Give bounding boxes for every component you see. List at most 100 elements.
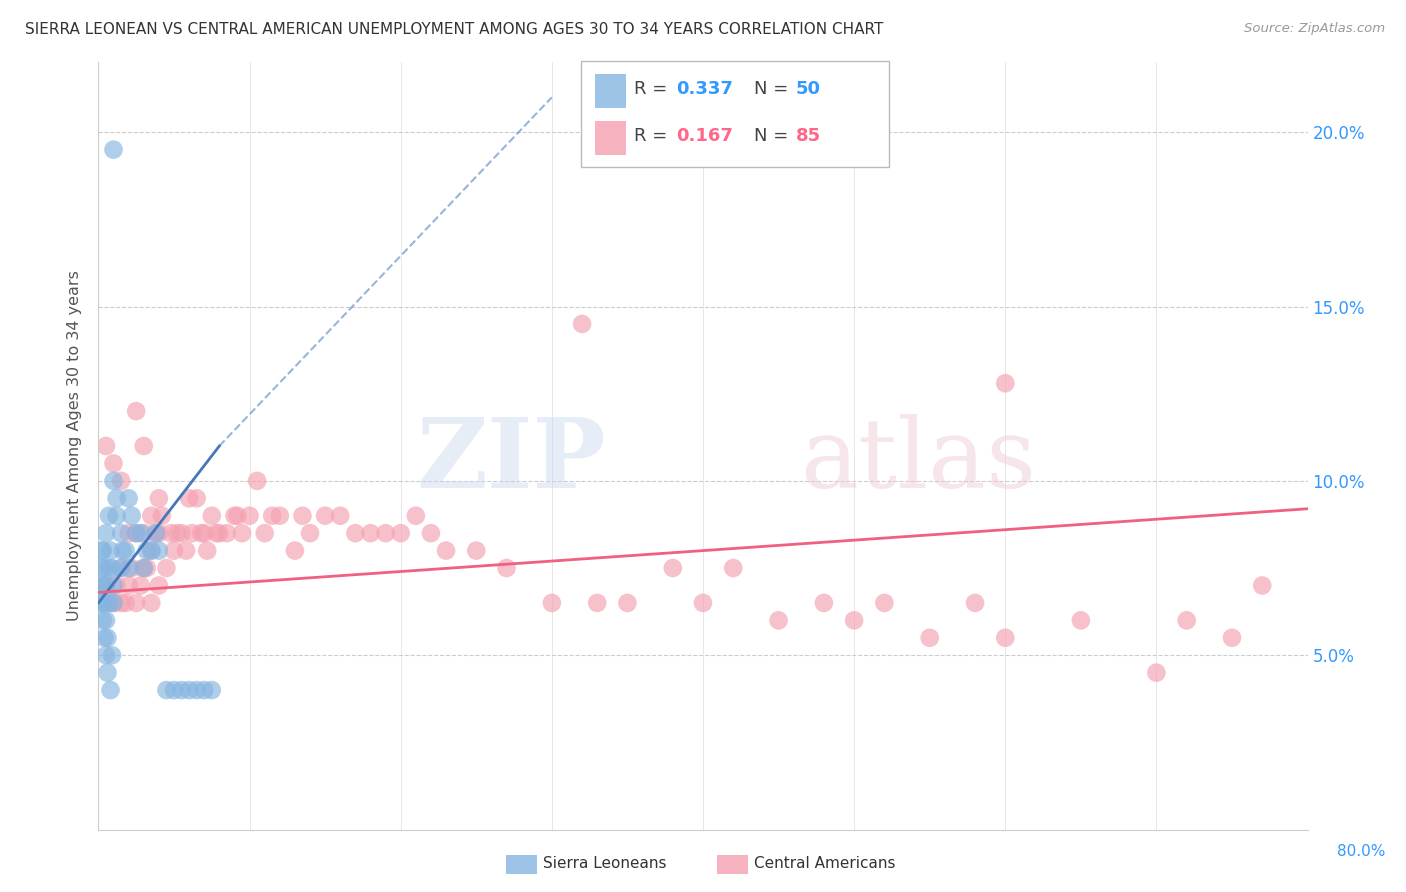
Text: 0.167: 0.167 — [676, 128, 733, 145]
Point — [205, 526, 228, 541]
Point — [94, 526, 117, 541]
Point — [918, 631, 941, 645]
Point — [129, 578, 152, 592]
Point — [111, 543, 134, 558]
Point — [91, 596, 114, 610]
Text: SIERRA LEONEAN VS CENTRAL AMERICAN UNEMPLOYMENT AMONG AGES 30 TO 34 YEARS CORREL: SIERRA LEONEAN VS CENTRAL AMERICAN UNEMP… — [25, 22, 884, 37]
Point — [269, 508, 291, 523]
Point — [103, 578, 125, 592]
Point — [389, 526, 412, 541]
Point — [374, 526, 396, 541]
Text: Sierra Leoneans: Sierra Leoneans — [543, 856, 666, 871]
Point — [420, 526, 443, 541]
Point — [91, 543, 114, 558]
Point — [118, 491, 141, 506]
Point — [314, 508, 336, 523]
Point — [160, 526, 183, 541]
Point — [813, 596, 835, 610]
Point — [94, 439, 117, 453]
Text: Central Americans: Central Americans — [754, 856, 896, 871]
Text: 80.0%: 80.0% — [1337, 845, 1385, 859]
Point — [586, 596, 609, 610]
Point — [98, 596, 121, 610]
Point — [93, 631, 115, 645]
Point — [434, 543, 457, 558]
Y-axis label: Unemployment Among Ages 30 to 34 years: Unemployment Among Ages 30 to 34 years — [67, 270, 83, 622]
Point — [103, 457, 125, 471]
Text: ZIP: ZIP — [416, 415, 606, 508]
Point — [110, 526, 132, 541]
Point — [141, 543, 163, 558]
Point — [723, 561, 745, 575]
Point — [179, 683, 201, 698]
Point — [94, 578, 117, 592]
Point — [661, 561, 683, 575]
Point — [166, 526, 188, 541]
Point — [118, 578, 141, 592]
Point — [186, 491, 208, 506]
Point — [145, 526, 167, 541]
Text: N =: N = — [754, 80, 793, 98]
Point — [135, 561, 157, 575]
Point — [226, 508, 249, 523]
Point — [132, 526, 155, 541]
Point — [186, 683, 208, 698]
Text: N =: N = — [754, 128, 793, 145]
Point — [145, 526, 167, 541]
Point — [174, 543, 197, 558]
Point — [195, 543, 218, 558]
Point — [103, 596, 125, 610]
Point — [1144, 665, 1167, 680]
Point — [215, 526, 238, 541]
Point — [224, 508, 246, 523]
Point — [1070, 613, 1092, 627]
Point — [1175, 613, 1198, 627]
Point — [101, 648, 124, 663]
Point — [540, 596, 562, 610]
Point — [201, 508, 224, 523]
Point — [121, 561, 143, 575]
Point — [103, 143, 125, 157]
Point — [170, 526, 193, 541]
Point — [93, 596, 115, 610]
Point — [114, 543, 136, 558]
Point — [121, 508, 143, 523]
Point — [148, 491, 170, 506]
Point — [201, 683, 224, 698]
Point — [94, 578, 117, 592]
Point — [132, 439, 155, 453]
Text: 0.337: 0.337 — [676, 80, 733, 98]
Point — [284, 543, 307, 558]
Point — [96, 631, 118, 645]
Point — [170, 683, 193, 698]
Point — [91, 578, 114, 592]
Text: 85: 85 — [796, 128, 821, 145]
Point — [239, 508, 262, 523]
Point — [231, 526, 253, 541]
Point — [163, 683, 186, 698]
Point — [141, 543, 163, 558]
Point — [1251, 578, 1274, 592]
Point — [103, 596, 125, 610]
Point — [163, 543, 186, 558]
Point — [291, 508, 314, 523]
Point — [91, 613, 114, 627]
Point — [844, 613, 866, 627]
Point — [965, 596, 987, 610]
Point — [1220, 631, 1243, 645]
Point — [208, 526, 231, 541]
Point — [135, 543, 157, 558]
Text: Source: ZipAtlas.com: Source: ZipAtlas.com — [1244, 22, 1385, 36]
Point — [110, 561, 132, 575]
Point — [692, 596, 714, 610]
Point — [155, 683, 177, 698]
Point — [125, 526, 148, 541]
Point — [100, 683, 122, 698]
Point — [125, 526, 148, 541]
Point — [616, 596, 638, 610]
Point — [132, 561, 155, 575]
Text: R =: R = — [634, 128, 673, 145]
Point — [329, 508, 352, 523]
Point — [100, 543, 122, 558]
Point — [193, 683, 215, 698]
